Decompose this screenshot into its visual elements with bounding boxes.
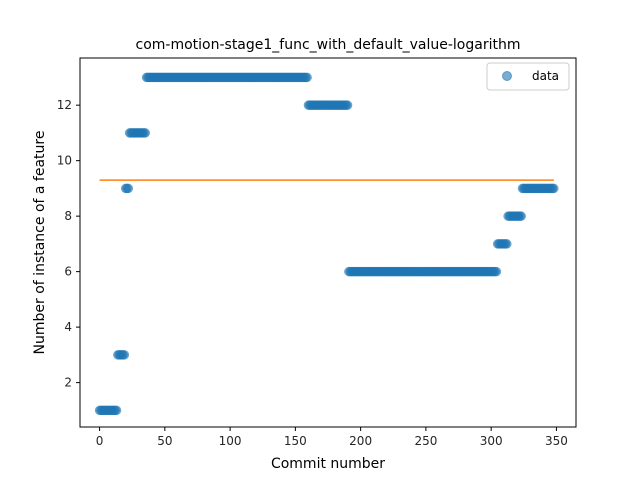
x-tick-label: 100 (219, 434, 242, 448)
y-tick-label: 4 (64, 320, 72, 334)
data-point (549, 183, 559, 194)
x-tick-label: 300 (480, 434, 503, 448)
y-tick-label: 2 (64, 376, 72, 390)
axes-frame (79, 57, 577, 428)
legend-box (486, 62, 570, 91)
legend-marker (502, 71, 512, 81)
x-tick-label: 50 (157, 434, 172, 448)
data-point (502, 239, 512, 249)
x-tick-label: 250 (414, 434, 437, 448)
data-point (140, 128, 151, 138)
x-tick-label: 150 (284, 434, 307, 448)
y-tick-label: 12 (57, 98, 72, 112)
data-point (302, 72, 312, 83)
x-axis-label: Commit number (271, 456, 385, 472)
data-point (342, 100, 353, 110)
chart-title: com-motion-stage1_func_with_default_valu… (136, 37, 521, 53)
y-tick-label: 6 (64, 265, 72, 279)
data-point (491, 266, 502, 277)
legend: data (486, 62, 570, 91)
x-tick-label: 350 (545, 434, 568, 448)
y-tick-label: 10 (57, 154, 72, 168)
y-axis: 2 4 6 8 10 12 (57, 98, 80, 390)
x-tick-label: 0 (96, 434, 104, 448)
y-tick-label: 8 (64, 209, 72, 223)
data-point (516, 211, 526, 221)
legend-entry-data: data (532, 69, 559, 83)
data-point (119, 350, 130, 360)
x-tick-label: 200 (349, 434, 372, 448)
y-axis-label: Number of instance of a feature (32, 131, 48, 355)
x-axis: 0 50 100 150 200 250 300 350 (96, 427, 568, 448)
data-points (94, 72, 559, 416)
data-point (111, 405, 122, 416)
data-point (123, 183, 134, 194)
